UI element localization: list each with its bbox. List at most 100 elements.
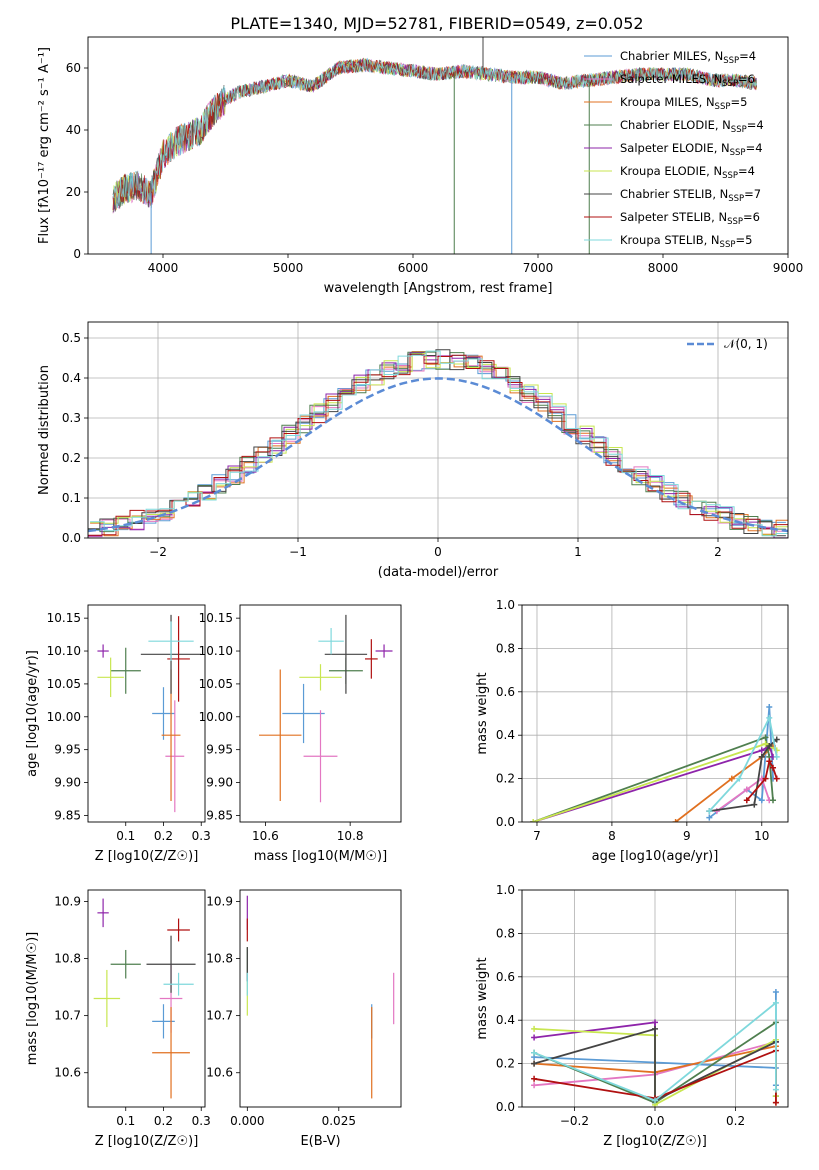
x-tick-label: −1 xyxy=(289,545,307,559)
spectrum-line xyxy=(112,57,757,211)
age-vs-mass-panel: 10.6 10.8 9.85 9.90 9.95 10.00 10.05 10.10 10.15… xyxy=(199,604,402,864)
y-tick-label: 0.2 xyxy=(62,451,81,465)
y-tick-label: 9.90 xyxy=(206,776,233,790)
legend-nssp: =4 xyxy=(746,141,763,155)
x-axis-label: (data-model)/error xyxy=(378,565,499,580)
weight-series-marker xyxy=(770,797,777,804)
weight-series-line xyxy=(533,1000,777,1102)
x-axis-label: Z [log10(Z/Z☉)] xyxy=(95,1134,199,1149)
y-tick-label: 1.0 xyxy=(496,598,515,612)
legend-label: Salpeter STELIB, NSSP=6 xyxy=(620,210,760,227)
weight-series-line xyxy=(532,742,778,822)
x-tick-label: 0 xyxy=(434,545,442,559)
legend-subscript: SSP xyxy=(720,240,736,250)
plot-area xyxy=(97,614,202,813)
weight-series-marker xyxy=(531,1075,538,1082)
y-tick-label: 9.95 xyxy=(54,743,81,757)
legend-label: Kroupa ELODIE, NSSP=4 xyxy=(620,164,755,181)
x-tick-label: 6000 xyxy=(398,261,429,275)
y-tick-label: 0.2 xyxy=(496,1057,515,1071)
y-axis-label: Normed distribution xyxy=(37,365,52,495)
x-tick-label: 5000 xyxy=(273,261,304,275)
y-tick-label: 60 xyxy=(66,61,81,75)
x-tick-label: 9 xyxy=(683,829,691,843)
plot-area xyxy=(112,37,757,254)
y-tick-label: 10.8 xyxy=(206,952,233,966)
x-tick-label: 0.2 xyxy=(154,829,173,843)
residual-histogram-panel: −2 −1 0 1 2 0.0 0.1 0.2 0.3 0.4 0.5 (data-model)/er… xyxy=(37,321,789,580)
legend-label: Kroupa MILES, NSSP=5 xyxy=(620,95,747,112)
weight-series-marker xyxy=(652,1019,658,1026)
x-tick-label: 10 xyxy=(754,829,769,843)
plot-area xyxy=(88,322,788,538)
legend-label: Salpeter MILES, NSSP=6 xyxy=(620,72,755,89)
x-tick-label: 4000 xyxy=(148,261,179,275)
weight-series-marker xyxy=(772,1086,779,1093)
weight-series-marker xyxy=(531,1025,538,1032)
plot-area xyxy=(259,614,393,803)
y-tick-label: 0.8 xyxy=(496,926,515,940)
legend-label: Chabrier MILES, NSSP=4 xyxy=(620,49,756,66)
x-tick-label: 0.1 xyxy=(116,829,135,843)
legend-model-name: Kroupa ELODIE, N xyxy=(620,164,722,178)
y-tick-label: 10.7 xyxy=(54,1009,81,1023)
legend-model-name: Chabrier MILES, N xyxy=(620,49,723,63)
plot-area xyxy=(93,898,196,1099)
y-tick-label: 0.6 xyxy=(496,685,515,699)
x-tick-label: 0.1 xyxy=(116,1114,135,1128)
y-tick-label: 10.15 xyxy=(199,611,233,625)
y-tick-label: 0.4 xyxy=(496,728,515,742)
weight-series-line xyxy=(532,744,774,822)
y-tick-label: 10.05 xyxy=(199,677,233,691)
mass-vs-metallicity-panel: 0.1 0.2 0.3 10.6 10.7 10.8 10.9 Z [log10(Z/Z☉)]… xyxy=(25,889,211,1149)
y-tick-label: 0.1 xyxy=(62,491,81,505)
legend-subscript: SSP xyxy=(722,79,738,89)
weight-series-marker xyxy=(772,1099,779,1106)
y-tick-label: 10.6 xyxy=(206,1066,233,1080)
legend-model-name: Salpeter STELIB, N xyxy=(620,210,727,224)
x-tick-label: 2 xyxy=(714,545,722,559)
axes-frame xyxy=(239,889,402,1108)
normal-curve xyxy=(88,377,788,533)
histogram-series xyxy=(90,353,788,536)
weight-series-marker xyxy=(766,703,773,710)
weight-series-marker xyxy=(531,1060,538,1067)
y-tick-label: 0.3 xyxy=(62,411,81,425)
weight-series-marker xyxy=(766,743,773,750)
y-tick-label: 0.0 xyxy=(62,531,81,545)
weight-series-marker xyxy=(772,999,779,1006)
weight-series-marker xyxy=(736,775,743,782)
legend-nssp: =6 xyxy=(738,72,755,86)
mass-vs-extinction-panel: 0.000 0.025 10.6 10.7 10.8 10.9 E(B-V) xyxy=(206,889,402,1149)
x-tick-label: 9000 xyxy=(773,261,804,275)
y-tick-label: 0.0 xyxy=(496,815,515,829)
legend-label: Kroupa STELIB, NSSP=5 xyxy=(620,233,752,250)
legend-model-name: Kroupa MILES, N xyxy=(620,95,715,109)
y-tick-label: 20 xyxy=(66,185,81,199)
x-tick-label: 8000 xyxy=(648,261,679,275)
weight-series-marker xyxy=(531,1082,538,1089)
mass-weight-vs-age-panel: 7 8 9 10 0.0 0.2 0.4 0.6 0.8 1.0 age [log10(age/yr… xyxy=(475,598,789,864)
legend-model-name: Chabrier ELODIE, N xyxy=(620,118,731,132)
y-axis-label: Flux [fλ10⁻¹⁷ erg cm⁻² s⁻¹ A⁻¹] xyxy=(37,47,52,244)
spectrum-panel: 4000 5000 6000 7000 8000 9000 0 20 40 60 wavelengt… xyxy=(37,36,804,296)
x-tick-label: 0.2 xyxy=(154,1114,173,1128)
y-tick-label: 10.15 xyxy=(47,611,81,625)
x-tick-label: −0.2 xyxy=(560,1114,589,1128)
weight-series-line xyxy=(716,777,771,812)
legend-nssp: =4 xyxy=(738,164,755,178)
weight-series-marker xyxy=(772,988,779,995)
y-tick-label: 0.4 xyxy=(62,371,81,385)
legend-label: 𝒩(0, 1) xyxy=(724,337,768,351)
weight-series-marker xyxy=(770,764,777,771)
y-tick-label: 0.4 xyxy=(496,1013,515,1027)
y-tick-label: 10.9 xyxy=(206,894,233,908)
weight-series-marker xyxy=(766,714,773,721)
y-tick-label: 10.9 xyxy=(54,894,81,908)
weight-series-marker xyxy=(766,758,773,765)
y-tick-label: 10.6 xyxy=(54,1066,81,1080)
weight-series-marker xyxy=(762,734,769,741)
y-tick-label: 40 xyxy=(66,123,81,137)
x-axis-label: mass [log10(M/M☉)] xyxy=(254,849,387,864)
